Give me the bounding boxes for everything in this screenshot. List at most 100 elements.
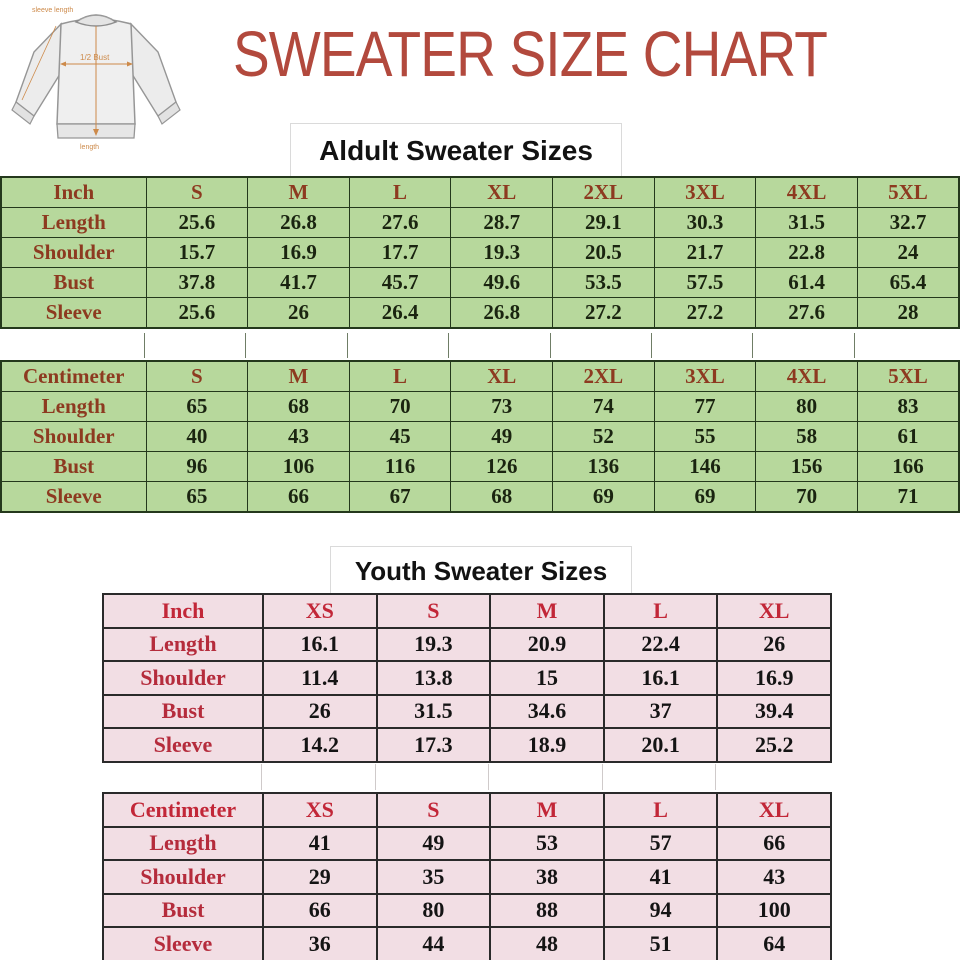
adult_inch-value-cell: 20.5 <box>552 237 655 268</box>
adult_inch-value-cell: 19.3 <box>450 237 553 268</box>
adult_inch-value-cell: 24 <box>856 237 960 268</box>
youth_cm-row-shoulder: Shoulder 29 35 38 41 43 <box>102 859 832 895</box>
youth_inch-value-cell: 20.9 <box>489 626 605 662</box>
adult_cm-value-cell: 67 <box>348 481 452 513</box>
adult_inch-value-cell: 53.5 <box>552 267 655 298</box>
gap-column-rule <box>551 333 652 358</box>
adult-centimeter-table: Centimeter S M L XL 2XL 3XL 4XL 5XL Length 65 68 70 7… <box>0 360 960 513</box>
youth_cm-value-cell: 64 <box>716 926 832 960</box>
gap-column-rule <box>0 333 145 358</box>
adult_cm-value-cell: 65 <box>145 391 249 422</box>
adult_cm-value-cell: 43 <box>247 421 350 452</box>
youth-table-gap <box>102 764 830 790</box>
adult_cm-row-length: Length 65 68 70 73 74 77 80 83 <box>0 391 960 422</box>
adult_cm-size-header-2xl: 2XL <box>552 360 655 392</box>
youth_inch-value-cell: 37 <box>602 693 719 729</box>
adult_inch-value-cell: 27.6 <box>348 207 452 238</box>
adult_inch-value-cell: 57.5 <box>653 267 757 298</box>
youth_cm-value-cell: 66 <box>716 825 832 861</box>
youth_inch-value-cell: 14.2 <box>262 727 378 763</box>
adult_cm-value-cell: 68 <box>247 391 350 422</box>
youth_inch-value-cell: 26 <box>716 626 832 662</box>
adult_inch-size-header-3xl: 3XL <box>653 176 757 208</box>
adult-section-heading: Aldult Sweater Sizes <box>290 123 622 177</box>
gap-column-rule <box>262 764 376 790</box>
youth_cm-label-shoulder: Shoulder <box>102 859 264 895</box>
adult_cm-size-header-l: L <box>348 360 452 392</box>
adult_cm-value-cell: 106 <box>247 451 350 482</box>
youth-inch-table: Inch XS S M L XL Length 16.1 19.3 20.9 22.4 26 Shoul… <box>102 593 832 763</box>
youth_cm-value-cell: 100 <box>716 892 832 928</box>
bust-arrow-right <box>127 61 133 67</box>
adult_inch-size-header-2xl: 2XL <box>552 176 655 208</box>
adult_inch-value-cell: 41.7 <box>247 267 350 298</box>
youth_inch-value-cell: 16.9 <box>716 660 832 696</box>
sweater-right-cuff <box>157 101 181 125</box>
youth_cm-value-cell: 43 <box>716 859 832 895</box>
youth_cm-row-length: Length 41 49 53 57 66 <box>102 825 832 861</box>
gap-column-rule <box>449 333 551 358</box>
youth_inch-label-bust: Bust <box>102 693 264 729</box>
youth_inch-header-row: Inch XS S M L XL <box>102 593 832 629</box>
youth_cm-size-header-m: M <box>489 792 605 828</box>
adult_inch-value-cell: 27.2 <box>552 297 655 329</box>
youth_cm-label-sleeve: Sleeve <box>102 926 264 960</box>
youth_inch-label-length: Length <box>102 626 264 662</box>
youth_cm-value-cell: 29 <box>262 859 378 895</box>
bust-arrow-left <box>60 61 66 67</box>
adult_inch-unit-header: Inch <box>0 176 147 208</box>
youth_inch-size-header-m: M <box>489 593 605 629</box>
adult_cm-value-cell: 55 <box>653 421 757 452</box>
adult_inch-value-cell: 45.7 <box>348 267 452 298</box>
gap-column-rule <box>246 333 348 358</box>
youth-section-heading: Youth Sweater Sizes <box>330 546 632 594</box>
adult_inch-value-cell: 26 <box>247 297 350 329</box>
youth_cm-size-header-s: S <box>375 792 492 828</box>
youth_inch-size-header-s: S <box>375 593 492 629</box>
sleeve-measure-line <box>21 25 57 101</box>
adult_inch-value-cell: 25.6 <box>145 297 249 329</box>
youth_cm-value-cell: 35 <box>375 859 492 895</box>
gap-column-rule <box>489 764 603 790</box>
sweater-right-sleeve <box>130 22 177 118</box>
adult_inch-size-header-xl: XL <box>450 176 553 208</box>
sweater-left-cuff <box>11 101 35 125</box>
youth_inch-row-bust: Bust 26 31.5 34.6 37 39.4 <box>102 693 832 729</box>
youth_cm-size-header-l: L <box>602 792 719 828</box>
youth_inch-row-length: Length 16.1 19.3 20.9 22.4 26 <box>102 626 832 662</box>
adult_inch-label-sleeve: Sleeve <box>0 297 147 329</box>
adult_inch-value-cell: 17.7 <box>348 237 452 268</box>
adult-inch-table: Inch S M L XL 2XL 3XL 4XL 5XL Length 25.6 26.8 27.6 2… <box>0 176 960 329</box>
adult_cm-value-cell: 166 <box>856 451 960 482</box>
adult_inch-label-length: Length <box>0 207 147 238</box>
youth_cm-value-cell: 66 <box>262 892 378 928</box>
adult_inch-value-cell: 26.8 <box>247 207 350 238</box>
youth_inch-label-sleeve: Sleeve <box>102 727 264 763</box>
adult_inch-value-cell: 26.8 <box>450 297 553 329</box>
adult_cm-value-cell: 74 <box>552 391 655 422</box>
adult_cm-size-header-4xl: 4XL <box>755 360 858 392</box>
youth_cm-value-cell: 57 <box>602 825 719 861</box>
youth_cm-value-cell: 48 <box>489 926 605 960</box>
adult_cm-value-cell: 116 <box>348 451 452 482</box>
adult_cm-value-cell: 45 <box>348 421 452 452</box>
youth_cm-unit-header: Centimeter <box>102 792 264 828</box>
adult_inch-value-cell: 65.4 <box>856 267 960 298</box>
gap-column-rule <box>716 764 830 790</box>
youth_cm-value-cell: 88 <box>489 892 605 928</box>
adult_cm-unit-header: Centimeter <box>0 360 147 392</box>
adult_cm-value-cell: 52 <box>552 421 655 452</box>
adult_cm-value-cell: 77 <box>653 391 757 422</box>
adult_inch-row-sleeve: Sleeve 25.6 26 26.4 26.8 27.2 27.2 27.6 28 <box>0 297 960 329</box>
half-bust-label: 1/2 Bust <box>80 53 110 62</box>
gap-column-rule <box>348 333 450 358</box>
youth_inch-value-cell: 18.9 <box>489 727 605 763</box>
adult_cm-value-cell: 136 <box>552 451 655 482</box>
adult-table-gap <box>0 333 956 358</box>
adult_cm-size-header-s: S <box>145 360 249 392</box>
adult_cm-value-cell: 58 <box>755 421 858 452</box>
adult_cm-label-bust: Bust <box>0 451 147 482</box>
youth_cm-row-bust: Bust 66 80 88 94 100 <box>102 892 832 928</box>
adult_inch-value-cell: 15.7 <box>145 237 249 268</box>
